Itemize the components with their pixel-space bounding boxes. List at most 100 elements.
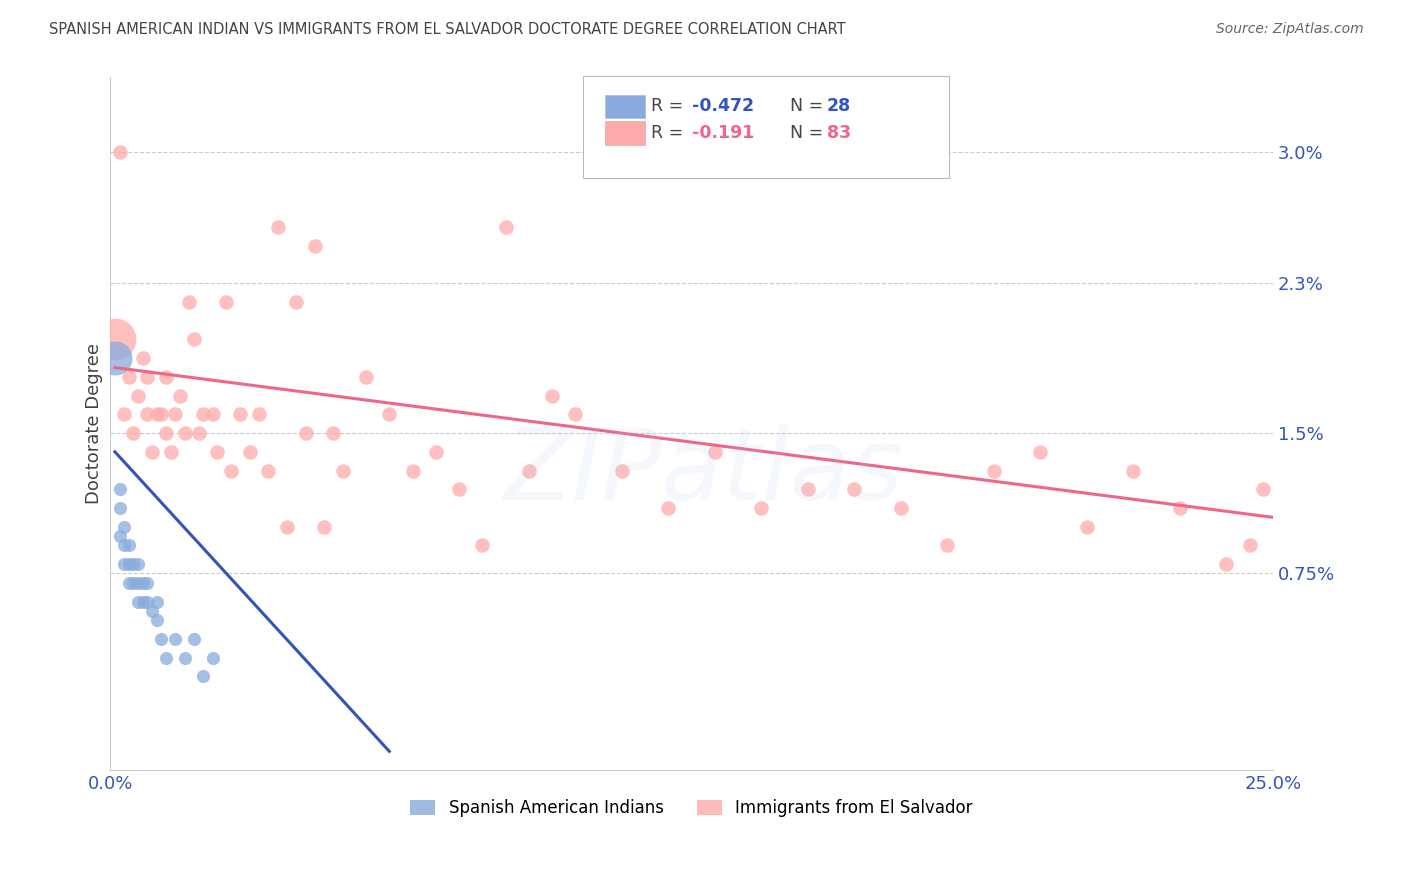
Point [150, 632, 173, 646]
Text: N =: N = [790, 97, 830, 115]
Point [127, 594, 149, 608]
Point [136, 594, 159, 608]
Point [304, 239, 326, 253]
Point [193, 669, 215, 683]
Point [108, 529, 131, 543]
Point [797, 482, 820, 496]
Point [517, 463, 540, 477]
Text: N =: N = [790, 124, 830, 142]
Point [322, 426, 344, 441]
Point [127, 389, 149, 403]
Point [983, 463, 1005, 477]
Text: -0.191: -0.191 [692, 124, 754, 142]
Point [1253, 482, 1275, 496]
Point [145, 594, 167, 608]
Point [703, 444, 725, 458]
Point [471, 538, 494, 552]
Point [401, 463, 423, 477]
Point [118, 538, 141, 552]
Point [1076, 519, 1098, 533]
Point [890, 500, 912, 515]
Point [1029, 444, 1052, 458]
Point [127, 557, 149, 571]
Point [294, 426, 316, 441]
Point [657, 500, 679, 515]
Text: ZIPatlas: ZIPatlas [503, 425, 903, 521]
Point [1168, 500, 1191, 515]
Text: SPANISH AMERICAN INDIAN VS IMMIGRANTS FROM EL SALVADOR DOCTORATE DEGREE CORRELAT: SPANISH AMERICAN INDIAN VS IMMIGRANTS FR… [49, 22, 846, 37]
Point [155, 650, 177, 665]
Point [141, 604, 163, 618]
Point [118, 575, 141, 590]
Text: 28: 28 [827, 97, 851, 115]
Point [173, 650, 195, 665]
Point [122, 426, 145, 441]
Point [108, 500, 131, 515]
Point [257, 463, 280, 477]
Point [132, 594, 155, 608]
Point [145, 408, 167, 422]
Y-axis label: Doctorate Degree: Doctorate Degree [86, 343, 103, 504]
Point [127, 575, 149, 590]
Point [425, 444, 447, 458]
Point [136, 575, 159, 590]
Point [112, 408, 135, 422]
Point [447, 482, 470, 496]
Text: Source: ZipAtlas.com: Source: ZipAtlas.com [1216, 22, 1364, 37]
Point [332, 463, 354, 477]
Point [132, 351, 155, 366]
Point [169, 389, 191, 403]
Point [201, 408, 224, 422]
Point [1215, 557, 1237, 571]
Point [118, 557, 141, 571]
Point [187, 426, 209, 441]
Point [378, 408, 401, 422]
Point [266, 220, 288, 235]
Point [844, 482, 866, 496]
Point [247, 408, 270, 422]
Text: -0.472: -0.472 [692, 97, 754, 115]
Point [173, 426, 195, 441]
Point [112, 557, 135, 571]
Point [179, 295, 201, 310]
Point [150, 408, 173, 422]
Point [112, 519, 135, 533]
Text: 83: 83 [827, 124, 851, 142]
Point [165, 632, 187, 646]
Point [1239, 538, 1261, 552]
Point [118, 370, 141, 384]
Point [136, 408, 159, 422]
Point [108, 482, 131, 496]
Text: R =: R = [651, 97, 689, 115]
Point [145, 613, 167, 627]
Point [205, 444, 228, 458]
Point [1122, 463, 1144, 477]
Point [541, 389, 564, 403]
Point [132, 575, 155, 590]
Point [165, 408, 187, 422]
Point [155, 426, 177, 441]
Point [215, 295, 238, 310]
Point [122, 557, 145, 571]
Legend: Spanish American Indians, Immigrants from El Salvador: Spanish American Indians, Immigrants fro… [404, 793, 980, 824]
Point [495, 220, 517, 235]
Point [314, 519, 336, 533]
Point [354, 370, 377, 384]
Point [141, 444, 163, 458]
Point [564, 408, 586, 422]
Point [159, 444, 181, 458]
Point [136, 370, 159, 384]
Point [276, 519, 298, 533]
Point [104, 333, 127, 347]
Point [112, 538, 135, 552]
Point [193, 408, 215, 422]
Point [108, 145, 131, 160]
Point [239, 444, 262, 458]
Point [749, 500, 772, 515]
Point [219, 463, 242, 477]
Point [229, 408, 252, 422]
Point [122, 575, 145, 590]
Point [183, 333, 205, 347]
Point [936, 538, 959, 552]
Point [610, 463, 633, 477]
